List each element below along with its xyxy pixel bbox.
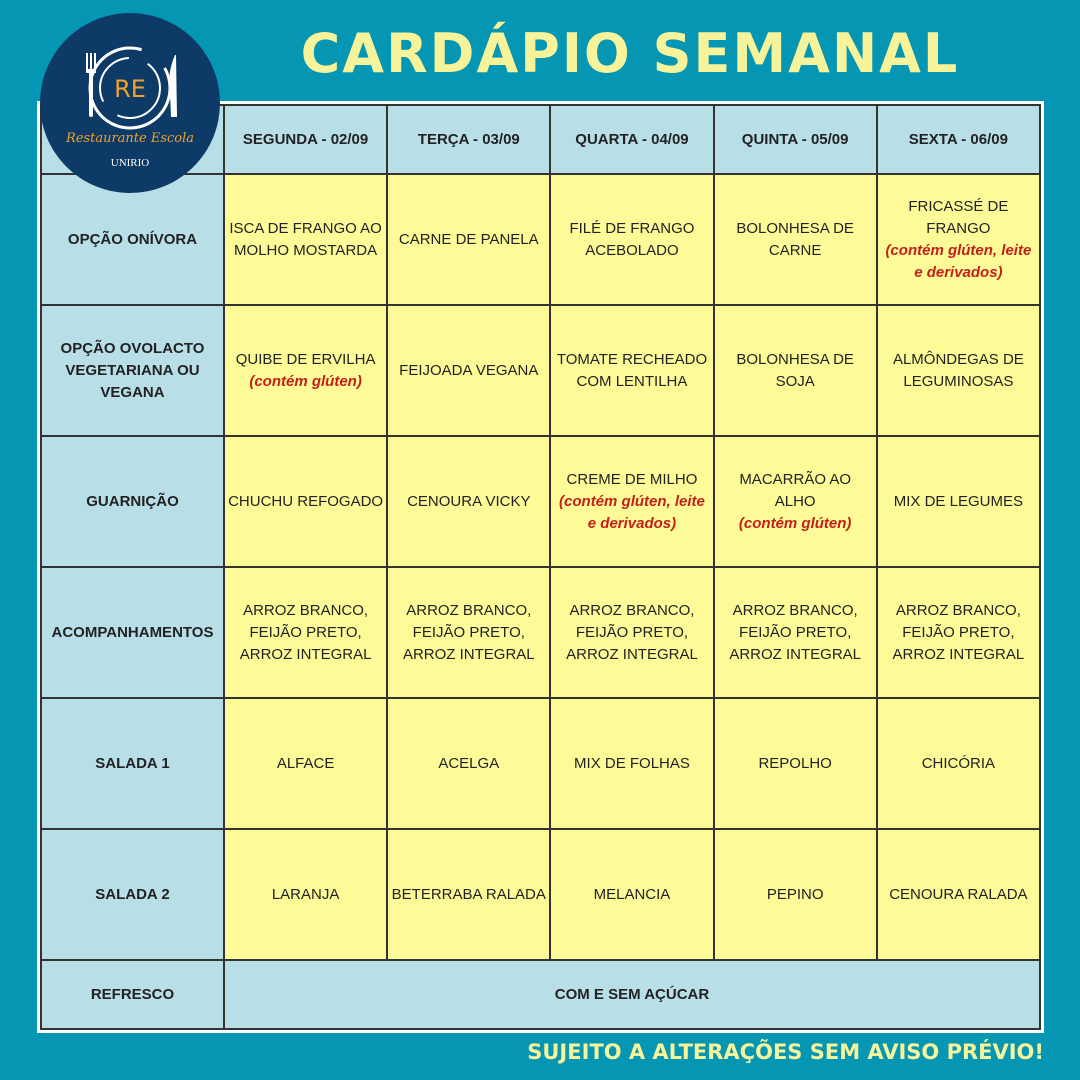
menu-cell: MELANCIA <box>549 828 715 961</box>
table-row: OPÇÃO OVOLACTO VEGETARIANA OU VEGANA QUIB… <box>40 304 1042 437</box>
restaurant-logo: RE Restaurante Escola UNIRIO <box>40 13 220 193</box>
menu-cell: FILÉ DE FRANGO ACEBOLADO <box>549 173 715 306</box>
dish-name: FRICASSÉ DE FRANGO <box>908 197 1009 237</box>
menu-cell: ALMÔNDEGAS DE LEGUMINOSAS <box>875 304 1042 437</box>
dish-name: CENOURA RALADA <box>889 885 1028 903</box>
row-label: GUARNIÇÃO <box>40 435 225 568</box>
allergen-note: (contém glúten) <box>738 514 852 532</box>
menu-cell: ARROZ BRANCO, FEIJÃO PRETO, ARROZ INTEGR… <box>712 566 878 699</box>
menu-cell: CREME DE MILHO (contém glúten, leite e de… <box>549 435 715 568</box>
disclaimer: SUJEITO A ALTERAÇÕES SEM AVISO PRÉVIO! <box>527 1040 1044 1064</box>
dish-name: ARROZ BRANCO, FEIJÃO PRETO, ARROZ INTEGR… <box>892 601 1025 663</box>
dish-name: MIX DE LEGUMES <box>893 492 1023 510</box>
menu-cell: BOLONHESA DE SOJA <box>712 304 878 437</box>
table-row: SALADA 2 LARANJA BETERRABA RALADA MELANCIA P… <box>40 828 1042 961</box>
table-row: REFRESCO COM E SEM AÇÚCAR <box>40 959 1041 1030</box>
row-label: SALADA 1 <box>40 697 225 830</box>
dish-name: FILÉ DE FRANGO ACEBOLADO <box>569 219 695 259</box>
dish-name: BOLONHESA DE CARNE <box>736 219 854 259</box>
dish-name: TOMATE RECHEADO COM LENTILHA <box>556 350 708 390</box>
dish-name: ISCA DE FRANGO AO MOLHO MOSTARDA <box>229 219 382 259</box>
menu-cell: CARNE DE PANELA <box>386 173 552 306</box>
menu-cell: CENOURA RALADA <box>875 828 1042 961</box>
dish-name: CHUCHU REFOGADO <box>228 492 384 510</box>
dish-name: ARROZ BRANCO, FEIJÃO PRETO, ARROZ INTEGR… <box>566 601 698 663</box>
dish-name: BETERRABA RALADA <box>391 885 546 903</box>
logo-monogram: RE <box>114 75 146 103</box>
row-label: ACOMPANHAMENTOS <box>40 566 225 699</box>
menu-cell: ACELGA <box>386 697 552 830</box>
dish-name: CARNE DE PANELA <box>398 230 539 248</box>
menu-table-frame: SEGUNDA - 02/09 TERÇA - 03/09 QUARTA - 04/… <box>37 101 1044 1033</box>
dish-name: QUIBE DE ERVILHA <box>235 350 376 368</box>
menu-cell: ARROZ BRANCO, FEIJÃO PRETO, ARROZ INTEGR… <box>875 566 1042 699</box>
menu-cell: CHICÓRIA <box>875 697 1042 830</box>
menu-cell: FEIJOADA VEGANA <box>386 304 552 437</box>
allergen-note: (contém glúten, leite e derivados) <box>885 241 1032 281</box>
menu-cell: BOLONHESA DE CARNE <box>712 173 878 306</box>
menu-cell: CENOURA VICKY <box>386 435 552 568</box>
row-label: REFRESCO <box>40 959 225 1030</box>
menu-cell: MIX DE FOLHAS <box>549 697 715 830</box>
dish-name: CENOURA VICKY <box>407 492 531 510</box>
day-header: QUINTA - 05/09 <box>712 104 878 175</box>
menu-cell: LARANJA <box>222 828 389 961</box>
menu-cell: ARROZ BRANCO, FEIJÃO PRETO, ARROZ INTEGR… <box>386 566 552 699</box>
day-header: SEXTA - 06/09 <box>875 104 1042 175</box>
menu-cell: REPOLHO <box>712 697 878 830</box>
plate-cutlery-icon: RE <box>86 46 177 130</box>
menu-cell: MIX DE LEGUMES <box>875 435 1042 568</box>
menu-cell: CHUCHU REFOGADO <box>222 435 389 568</box>
dish-name: MELANCIA <box>593 885 671 903</box>
menu-cell: ARROZ BRANCO, FEIJÃO PRETO, ARROZ INTEGR… <box>222 566 389 699</box>
menu-cell: BETERRABA RALADA <box>386 828 552 961</box>
page-title: CARDÁPIO SEMANAL <box>300 22 960 85</box>
dish-name: BOLONHESA DE SOJA <box>736 350 854 390</box>
dish-name: MACARRÃO AO ALHO <box>739 470 851 510</box>
logo-subtitle: UNIRIO <box>110 157 150 169</box>
allergen-note: (contém glúten, leite e derivados) <box>559 492 705 532</box>
dish-name: REPOLHO <box>758 754 832 772</box>
menu-cell: FRICASSÉ DE FRANGO (contém glúten, leite … <box>875 173 1042 306</box>
table-row: ACOMPANHAMENTOS ARROZ BRANCO, FEIJÃO PRET… <box>40 566 1042 699</box>
dish-name: ALMÔNDEGAS DE LEGUMINOSAS <box>892 350 1024 390</box>
dish-name: ACELGA <box>438 754 500 772</box>
dish-name: ARROZ BRANCO, FEIJÃO PRETO, ARROZ INTEGR… <box>729 601 861 663</box>
dish-name: LARANJA <box>271 885 340 903</box>
table-row: OPÇÃO ONÍVORA ISCA DE FRANGO AO MOLHO MOS… <box>40 173 1042 306</box>
logo-name: Restaurante Escola <box>65 131 195 146</box>
menu-cell: PEPINO <box>712 828 878 961</box>
dish-name: PEPINO <box>766 885 824 903</box>
table-row: SALADA 1 ALFACE ACELGA MIX DE FOLHAS REPOLHO… <box>40 697 1042 830</box>
dish-name: ARROZ BRANCO, FEIJÃO PRETO, ARROZ INTEGR… <box>239 601 372 663</box>
row-label: OPÇÃO OVOLACTO VEGETARIANA OU VEGANA <box>40 304 225 437</box>
refresco-cell: COM E SEM AÇÚCAR <box>223 959 1041 1030</box>
row-label: SALADA 2 <box>40 828 225 961</box>
menu-cell: TOMATE RECHEADO COM LENTILHA <box>549 304 715 437</box>
menu-cell: QUIBE DE ERVILHA (contém glúten) <box>222 304 389 437</box>
day-header: TERÇA - 03/09 <box>386 104 552 175</box>
menu-cell: ARROZ BRANCO, FEIJÃO PRETO, ARROZ INTEGR… <box>549 566 715 699</box>
day-header: SEGUNDA - 02/09 <box>222 104 389 175</box>
table-row: GUARNIÇÃO CHUCHU REFOGADO CENOURA VICKY CRE… <box>40 435 1042 568</box>
row-label: OPÇÃO ONÍVORA <box>40 173 225 306</box>
dish-name: CREME DE MILHO <box>566 470 698 488</box>
dish-name: ARROZ BRANCO, FEIJÃO PRETO, ARROZ INTEGR… <box>402 601 535 663</box>
dish-name: MIX DE FOLHAS <box>574 754 690 772</box>
menu-cell: ISCA DE FRANGO AO MOLHO MOSTARDA <box>222 173 389 306</box>
menu-cell: MACARRÃO AO ALHO (contém glúten) <box>712 435 878 568</box>
dish-name: FEIJOADA VEGANA <box>399 361 539 379</box>
dish-name: CHICÓRIA <box>921 754 996 772</box>
dish-name: ALFACE <box>276 754 335 772</box>
day-header: QUARTA - 04/09 <box>549 104 715 175</box>
menu-table: SEGUNDA - 02/09 TERÇA - 03/09 QUARTA - 04/… <box>40 104 1042 1030</box>
allergen-note: (contém glúten) <box>249 372 362 390</box>
menu-cell: ALFACE <box>222 697 389 830</box>
